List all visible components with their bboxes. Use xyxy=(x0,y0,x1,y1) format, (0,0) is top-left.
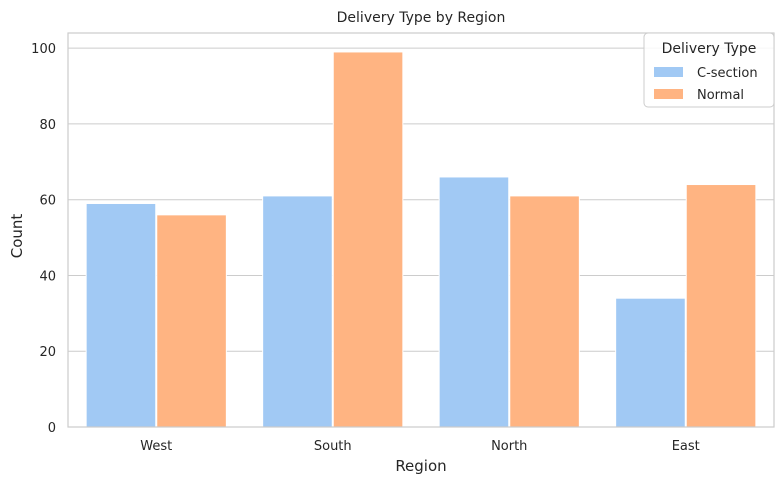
legend-swatch-c-section xyxy=(654,67,683,77)
y-tick-label: 0 xyxy=(48,421,56,436)
y-axis-label: Count xyxy=(8,214,26,259)
y-tick-label: 60 xyxy=(39,194,56,209)
x-tick-labels: West South North East xyxy=(140,439,700,454)
axes xyxy=(67,32,775,428)
x-tick-label: South xyxy=(314,439,352,454)
legend-label-c-section: C-section xyxy=(697,66,758,81)
x-tick-label: North xyxy=(491,439,527,454)
y-tick-label: 20 xyxy=(39,345,56,360)
bar-c-section-south xyxy=(262,195,333,428)
bar-normal-north xyxy=(509,195,580,428)
x-axis-label: Region xyxy=(395,457,446,475)
chart-title: Delivery Type by Region xyxy=(337,10,506,26)
bar-c-section-west xyxy=(85,202,157,428)
y-tick-label: 80 xyxy=(39,118,56,133)
legend-swatch-normal xyxy=(654,89,683,99)
legend-frame xyxy=(643,32,775,108)
bar-c-section-east xyxy=(615,297,686,428)
y-tick-labels: 0 20 40 60 80 100 xyxy=(31,42,56,436)
bar-normal-south xyxy=(332,51,404,428)
bar-normal-east xyxy=(685,184,757,428)
x-tick-label: West xyxy=(140,439,172,454)
legend: Delivery Type C-section Normal xyxy=(643,32,775,108)
y-tick-label: 100 xyxy=(31,42,56,57)
bar-normal-west xyxy=(156,214,227,428)
legend-title: Delivery Type xyxy=(662,41,757,57)
y-tick-label: 40 xyxy=(39,269,56,284)
plot-frame xyxy=(67,32,775,428)
bars xyxy=(85,51,757,428)
bar-c-section-north xyxy=(438,176,510,428)
legend-label-normal: Normal xyxy=(697,88,744,103)
x-tick-label: East xyxy=(672,439,700,454)
